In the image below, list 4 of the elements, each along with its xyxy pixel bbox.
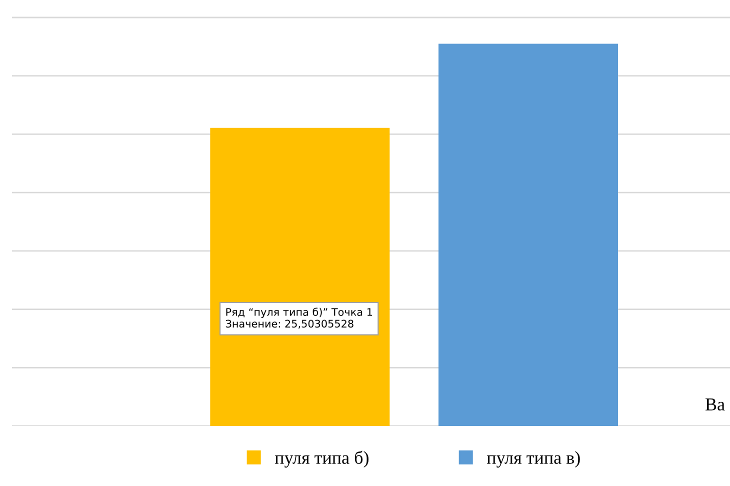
legend-label: пуля типа б) [274,450,368,468]
annotation: Ряд “пуля типа б)” Точка 1 Значение: 25,50305528 [226,308,372,329]
legend-label: пуля типа в) [486,451,580,468]
annotation: Ва [706,398,725,411]
